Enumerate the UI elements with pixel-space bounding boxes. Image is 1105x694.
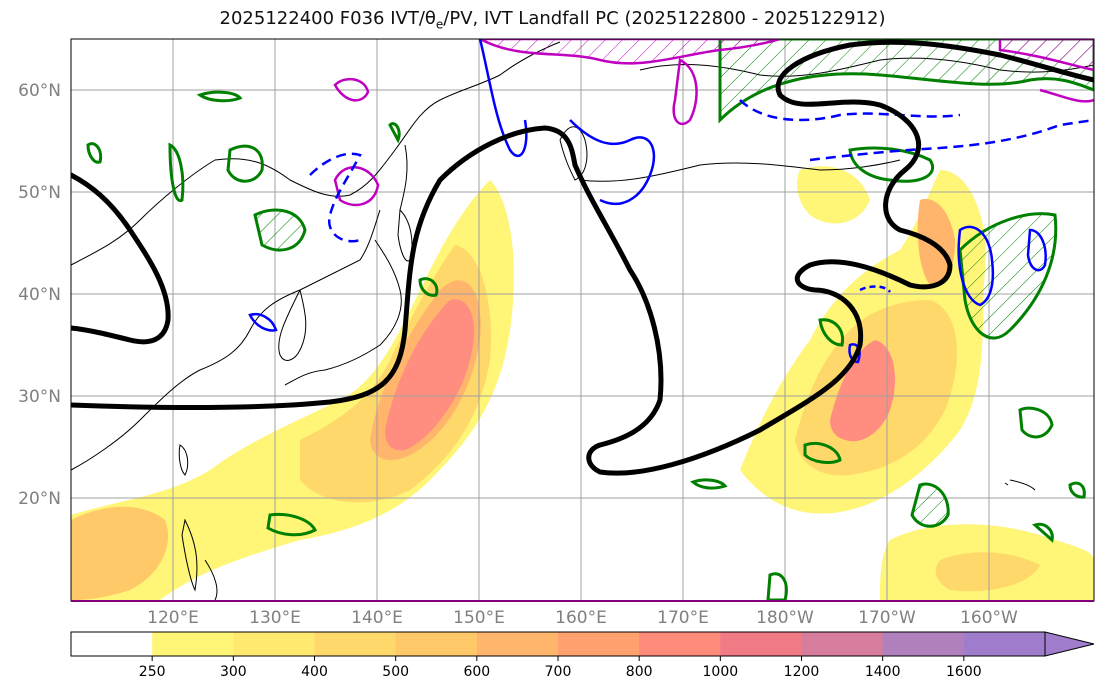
colorbar-extend-arrow <box>1044 631 1095 657</box>
colorbar-segment <box>395 632 478 656</box>
lon-label: 170°W <box>858 608 916 628</box>
figure-title: 2025122400 F036 IVT/θe/PV, IVT Landfall … <box>219 8 886 32</box>
lon-label: 180°W <box>756 608 814 628</box>
longitude-labels: 120°E 130°E 140°E 150°E 160°E 170°E 180°… <box>147 608 1018 628</box>
lat-label: 50°N <box>18 183 61 203</box>
colorbar-segment <box>71 632 153 656</box>
lon-label: 170°E <box>657 608 709 628</box>
colorbar-segment <box>801 632 884 656</box>
colorbar-tick-label: 800 <box>626 664 653 680</box>
lon-label: 160°E <box>555 608 607 628</box>
colorbar-tick-label: 1400 <box>865 664 901 680</box>
colorbar-tick-label: 1600 <box>946 664 982 680</box>
colorbar-segment <box>476 632 559 656</box>
theta-e-contours <box>248 39 1094 364</box>
lon-label: 130°E <box>249 608 301 628</box>
colorbar-tick-label: 250 <box>139 664 166 680</box>
lat-label: 30°N <box>18 387 61 407</box>
colorbar-ticks: 250 300 400 500 600 700 800 1000 1200 1400 1600 <box>139 656 982 680</box>
colorbar-tick-label: 700 <box>545 664 572 680</box>
magenta-contours <box>333 39 1094 207</box>
lat-label: 40°N <box>18 285 61 305</box>
colorbar-tick-label: 500 <box>382 664 409 680</box>
colorbar-segment <box>882 632 965 656</box>
colorbar-segments <box>71 632 1046 656</box>
colorbar-segment <box>558 632 640 656</box>
latitude-labels: 60°N 50°N 40°N 30°N 20°N <box>18 81 61 509</box>
pv-contours <box>86 39 1094 601</box>
lon-label: 160°W <box>960 608 1018 628</box>
colorbar-segment <box>314 632 397 656</box>
colorbar: 250 300 400 500 600 700 800 1000 1200 1400 1600 <box>70 631 1095 680</box>
colorbar-segment <box>720 632 802 656</box>
colorbar-tick-label: 600 <box>463 664 490 680</box>
colorbar-tick-label: 300 <box>220 664 247 680</box>
colorbar-segment <box>152 632 234 656</box>
colorbar-tick-label: 1000 <box>703 664 739 680</box>
colorbar-tick-label: 400 <box>301 664 328 680</box>
lon-label: 140°E <box>351 608 403 628</box>
colorbar-segment <box>963 632 1046 656</box>
map-panel <box>70 38 1095 602</box>
lat-label: 20°N <box>18 489 61 509</box>
colorbar-tick-label: 1200 <box>784 664 820 680</box>
colorbar-segment <box>639 632 721 656</box>
lat-label: 60°N <box>18 81 61 101</box>
ivt-pc-contour <box>71 39 1094 476</box>
colorbar-segment <box>233 632 315 656</box>
lon-label: 150°E <box>453 608 505 628</box>
ivt-shading <box>71 166 1094 600</box>
lon-label: 120°E <box>147 608 199 628</box>
